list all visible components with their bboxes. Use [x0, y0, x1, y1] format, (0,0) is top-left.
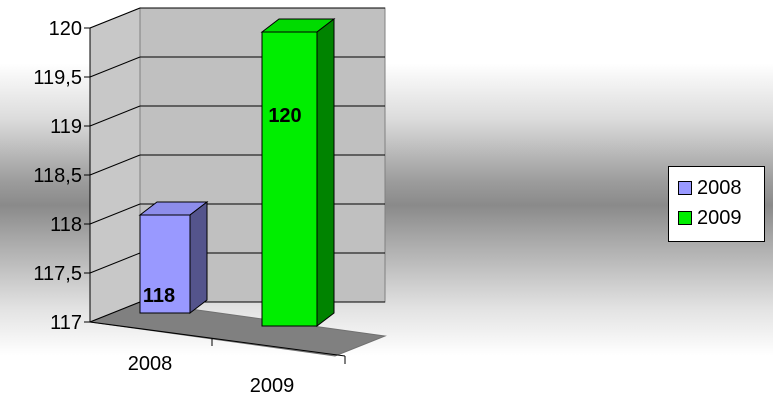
gridline-side	[89, 301, 141, 323]
legend-label-2009: 2009	[697, 206, 742, 229]
gridline-side	[89, 105, 141, 127]
y-tick-label: 120	[49, 18, 82, 40]
legend: 2008 2009	[668, 166, 765, 242]
bar-side-2009	[316, 17, 335, 328]
y-tick-label: 118,5	[33, 165, 82, 187]
x-category-label-2008: 2008	[128, 353, 173, 375]
y-tick-label: 117,5	[33, 263, 82, 285]
y-tick-label: 119,5	[33, 67, 82, 89]
gridline-side	[89, 154, 141, 176]
gridline-side	[89, 203, 141, 225]
data-label-2009: 120	[268, 105, 301, 127]
y-tick-label: 118	[50, 214, 82, 236]
bar-side-2008	[189, 200, 208, 315]
x-axis-line	[89, 321, 346, 357]
y-tick-label: 117	[50, 312, 82, 334]
gridline-side	[89, 56, 141, 78]
bar-2009	[261, 31, 318, 327]
gridline-side	[89, 252, 141, 274]
x-category-label-2009: 2009	[250, 375, 295, 395]
bar-2008	[139, 214, 191, 314]
data-label-2008: 118	[143, 285, 175, 307]
legend-item-2008: 2008	[678, 173, 764, 203]
floor	[88, 301, 387, 357]
legend-item-2009: 2009	[678, 203, 764, 233]
y-tick-label: 119	[50, 116, 82, 138]
gridline-side	[89, 7, 141, 29]
legend-swatch-2009	[678, 211, 692, 225]
legend-label-2008: 2008	[697, 176, 742, 199]
legend-swatch-2008	[678, 181, 692, 195]
